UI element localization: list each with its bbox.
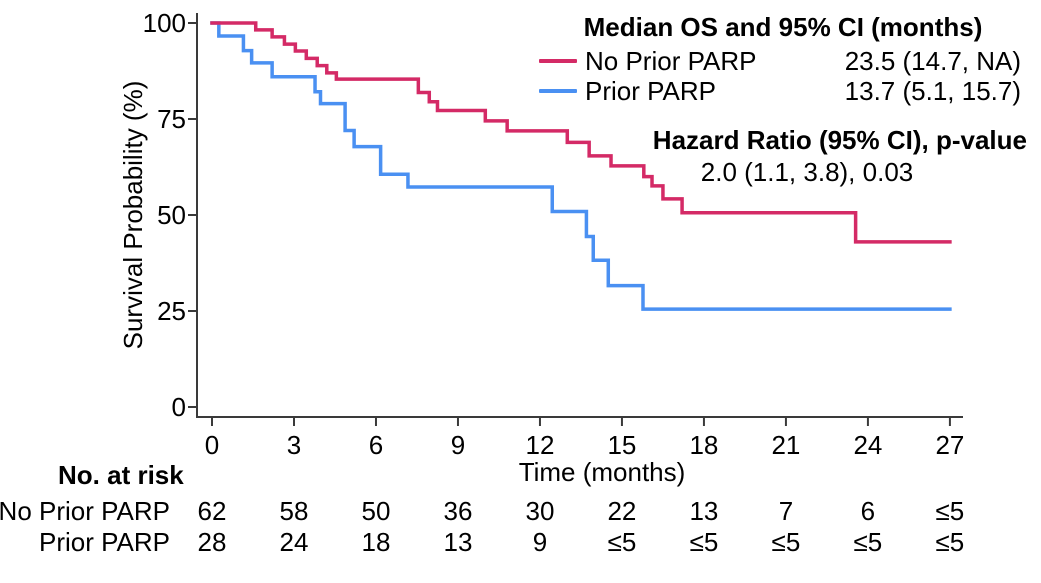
legend-value-no-prior-parp: 23.5 (14.7, NA): [844, 46, 1021, 76]
x-axis-title: Time (months): [518, 457, 686, 487]
no-prior-parp-swatch: [539, 59, 577, 63]
legend-value-prior-parp: 13.7 (5.1, 15.7): [844, 76, 1021, 106]
hazard-ratio-value: 2.0 (1.1, 3.8), 0.03: [700, 157, 914, 187]
hazard-ratio-title: Hazard Ratio (95% CI), p-value: [652, 125, 1027, 155]
risk-row-label-no-prior-parp: No Prior PARP: [0, 496, 170, 526]
prior-parp-swatch: [539, 89, 577, 93]
risk-row-label-prior-parp: Prior PARP: [39, 527, 170, 557]
legend-title: Median OS and 95% CI (months): [583, 12, 983, 42]
risk-table-header: No. at risk: [58, 460, 184, 490]
y-axis-title: Survival Probability (%): [118, 80, 148, 350]
legend-label-prior-parp: Prior PARP: [585, 76, 716, 106]
prior-parp-curve: [210, 21, 952, 311]
axis-frame: [196, 13, 963, 418]
no-prior-parp-curve: [210, 21, 952, 244]
legend-label-no-prior-parp: No Prior PARP: [585, 46, 757, 76]
